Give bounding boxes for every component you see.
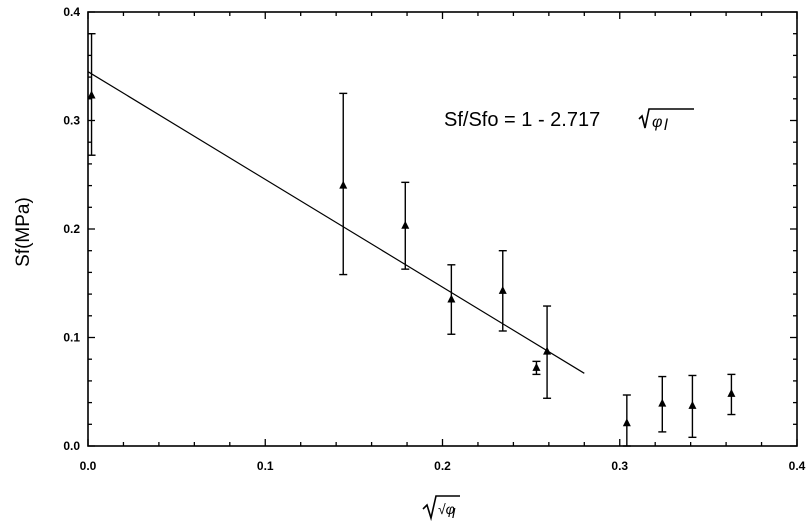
fit-line [87,71,585,374]
triangle-marker [622,418,631,427]
triangle-marker [401,220,410,229]
plot-frame [87,11,798,447]
x-tick-label: 0.2 [434,459,451,473]
axes [87,11,798,447]
data-point [622,394,631,447]
x-tick-label: 0.1 [257,459,274,473]
triangle-marker [543,346,552,355]
y-tick-label: 0.4 [63,5,80,19]
equation-radical-sign [638,108,694,129]
y-axis-label: Sf(MPa) [13,197,34,267]
data-point [658,375,667,433]
x-label-subscript: l [452,505,456,521]
x-tick-label: 0.3 [611,459,628,473]
triangle-marker [688,400,697,409]
x-tick-label: 0.4 [789,459,806,473]
triangle-marker [498,285,507,294]
y-tick-label: 0.3 [63,114,80,128]
triangle-marker [339,180,348,189]
y-tick-label: 0.2 [63,222,80,236]
x-axis-label: √φ l [422,495,460,522]
triangle-marker [727,388,736,397]
data-point [401,181,410,270]
y-tick-label: 0.0 [63,439,80,453]
data-point [688,374,697,439]
data-point [447,264,456,335]
data-points [87,33,736,447]
x-tick-label: 0.0 [80,459,97,473]
x-label-radical-sign [422,495,460,522]
triangle-marker [87,90,96,99]
data-point [498,249,507,332]
data-point [87,33,96,156]
y-tick-label: 0.1 [63,331,80,345]
triangle-marker [532,362,541,371]
fit-equation-annotation: Sf/Sfo = 1 - 2.717 φ l [444,108,694,134]
data-point [532,360,541,376]
tick-labels: 0.0 0.1 0.2 0.3 0.4 0.0 0.1 0.2 0.3 0.4 [63,5,805,473]
fit-line-group [87,71,585,374]
tick-marks [87,11,798,447]
x-label-symbol: √φ [438,501,455,517]
equation-radicand-subscript: l [664,117,668,134]
data-point [727,373,736,416]
equation-radicand: φ [652,114,662,131]
triangle-marker [447,294,456,303]
data-point [543,305,552,399]
triangle-marker [658,398,667,407]
data-point [339,92,348,276]
equation-text: Sf/Sfo = 1 - 2.717 [444,109,600,131]
